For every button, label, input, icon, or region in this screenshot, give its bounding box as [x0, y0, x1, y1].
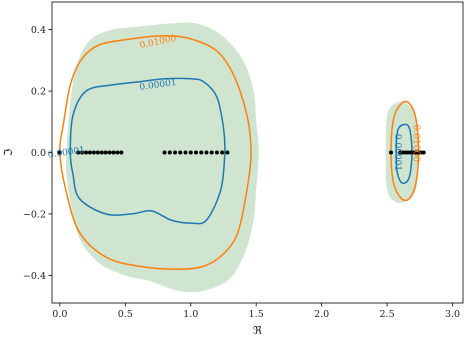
x-axis-label: ℜ [253, 324, 262, 337]
data-point [95, 150, 100, 155]
data-point [84, 150, 89, 155]
data-point [76, 150, 81, 155]
data-point [199, 150, 204, 155]
x-tick-label: 1.0 [183, 309, 198, 320]
data-point [107, 150, 112, 155]
data-point [173, 150, 178, 155]
data-point [57, 150, 62, 155]
filled-region [66, 22, 259, 293]
data-point [111, 150, 116, 155]
x-tick-label: 1.5 [249, 309, 264, 320]
data-point [119, 150, 124, 155]
filled-region-layer [66, 22, 419, 293]
data-point [162, 150, 167, 155]
y-tick-label: 0.2 [31, 87, 46, 98]
contour-line [59, 35, 252, 270]
axis-layer: 0.0 0.5 1.0 1.5 2.0 2.5 3.0 0.4 0.2 0.0 −0.2 −0.4 [23, 25, 460, 320]
x-tick-label: 0.0 [52, 309, 67, 320]
data-point [80, 150, 85, 155]
data-point [188, 150, 193, 155]
contour-label: 0.00001 [392, 134, 402, 171]
data-point [225, 150, 230, 155]
data-point [193, 150, 198, 155]
data-point [183, 150, 188, 155]
contour-line [69, 77, 226, 225]
y-axis-label: ℑ [2, 148, 15, 156]
x-tick-label: 2.5 [380, 309, 395, 320]
data-point [421, 150, 426, 155]
data-point [389, 150, 394, 155]
y-tick-label: −0.2 [23, 209, 46, 220]
y-tick-label: 0.0 [31, 148, 46, 159]
y-tick-label: −0.4 [23, 271, 46, 282]
data-point [91, 150, 96, 155]
x-tick-label: 0.5 [118, 309, 133, 320]
data-point [103, 150, 108, 155]
data-point [115, 150, 120, 155]
data-point [87, 150, 92, 155]
data-point [214, 150, 219, 155]
data-point [167, 150, 172, 155]
data-point [204, 150, 209, 155]
contour-label: 0.01000 [410, 125, 420, 162]
data-point [178, 150, 183, 155]
data-point-layer [57, 150, 426, 155]
y-tick-label: 0.4 [31, 25, 46, 36]
data-point [99, 150, 104, 155]
x-tick-label: 3.0 [445, 309, 460, 320]
x-tick-label: 2.0 [314, 309, 329, 320]
data-point [220, 150, 225, 155]
data-point [209, 150, 214, 155]
